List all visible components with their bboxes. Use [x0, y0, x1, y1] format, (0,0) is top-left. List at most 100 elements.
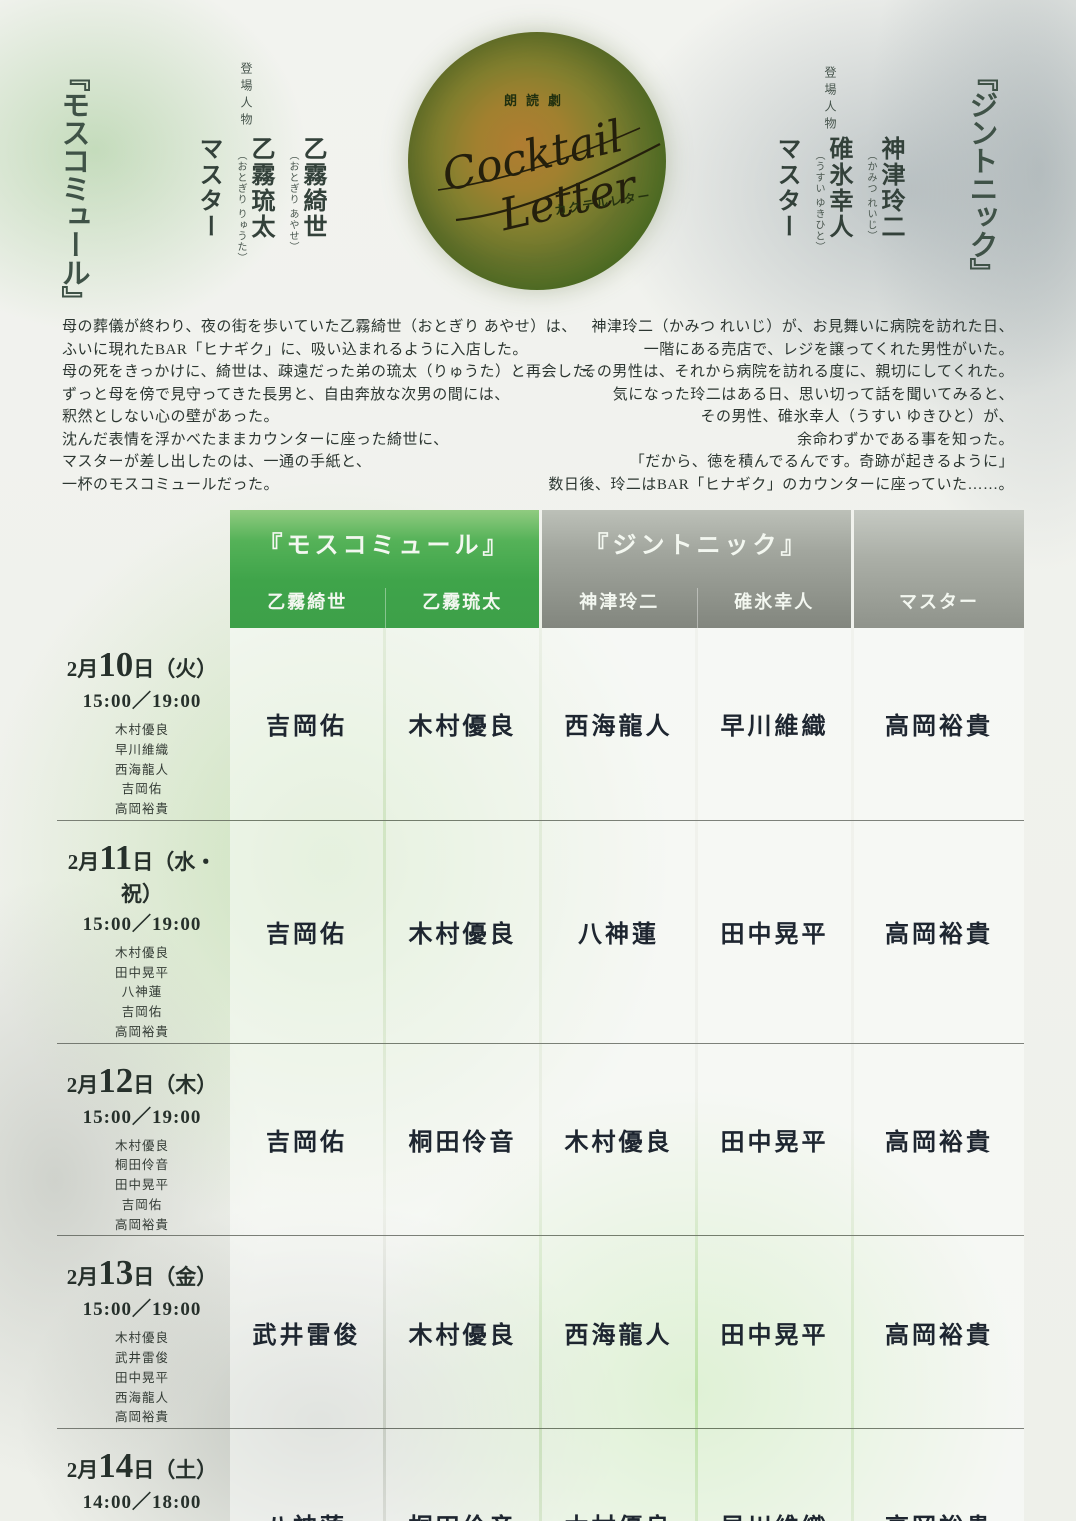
header-group-moscow-mule: 『モスコミュール』 乙霧綺世 乙霧琉太	[230, 510, 539, 628]
character: （おとぎり りゅうた） 乙霧琉太	[233, 136, 273, 264]
column-header: 碓氷幸人	[696, 588, 852, 628]
cocktail-letter-logo: 朗読劇 Cocktail Letter カクテルレター	[408, 32, 666, 290]
text-line: 西海龍人	[114, 762, 169, 777]
text-line: 早川維織	[114, 742, 169, 757]
character-name: 碓氷幸人	[825, 136, 851, 240]
date-cell: 2月10日（火） 15:00／19:00 木村優良 早川維織 西海龍人 吉岡佑 高岡裕貴	[57, 628, 227, 820]
character-reading: （うすい ゆきひと）	[813, 150, 824, 253]
date-cell: 2月13日（金） 15:00／19:00 木村優良 武井雷俊 田中晃平 西海龍人 高岡裕…	[57, 1236, 227, 1428]
schedule-row: 2月10日（火） 15:00／19:00 木村優良 早川維織 西海龍人 吉岡佑 高岡裕貴…	[57, 628, 1024, 821]
character-reading: （おとぎり りゅうた）	[235, 150, 246, 264]
column-header: 乙霧琉太	[384, 588, 540, 628]
date-text: 2月12日（木）	[57, 1061, 227, 1101]
date-text: 2月10日（火）	[57, 645, 227, 685]
text-line: 田中晃平	[114, 965, 169, 980]
cast-cell: 木村優良	[386, 628, 539, 820]
text-line: 八神蓮	[121, 985, 163, 1000]
cast-cell: 高岡裕貴	[854, 1043, 1024, 1236]
text-line: その男性、碓氷幸人（うすい ゆきひと）が、	[700, 409, 1014, 425]
text-line: マスターが差し出したのは、一通の手紙と、	[62, 454, 372, 470]
left-cast-heading: 登場人物	[239, 62, 253, 130]
header-spacer	[57, 510, 227, 628]
date-weekday: 日（土）	[133, 1458, 218, 1482]
text-line: 母の葬儀が終わり、夜の街を歩いていた乙霧綺世（おとぎり あやせ）は、	[62, 319, 577, 335]
character-name: 乙霧綺世	[299, 136, 325, 240]
right-play-title: 『ジントニック』	[965, 62, 997, 286]
text-line: その男性は、それから病院を訪れる度に、親切にしてくれた。	[581, 364, 1014, 380]
text-line: 神津玲二（かみつ れいじ）が、お見舞いに病院を訪れた日、	[591, 319, 1014, 335]
left-play-title: 『モスコミュール』	[57, 62, 89, 314]
schedule-row: 2月13日（金） 15:00／19:00 木村優良 武井雷俊 田中晃平 西海龍人 高岡裕…	[57, 1236, 1024, 1429]
text-line: 西海龍人	[114, 1390, 169, 1405]
cast-cell: 吉岡佑	[230, 820, 383, 1043]
text-line: 気になった玲二はある日、思い切って話を聞いてみると、	[612, 386, 1014, 403]
day-cast-list: 木村優良 桐田伶音 田中晃平 吉岡佑 高岡裕貴	[57, 1137, 227, 1236]
cast-cell: 田中晃平	[698, 1043, 851, 1236]
text-line: 一杯のモスコミュールだった。	[62, 476, 280, 493]
date-weekday: 日（水・祝）	[121, 849, 217, 906]
cast-cell: 早川維織	[698, 1429, 851, 1521]
text-line: 母の死をきっかけに、綺世は、疎遠だった弟の琉太（りゅうた）と再会した。	[62, 364, 604, 380]
genre-label: 朗読劇	[503, 93, 570, 108]
cast-cell: 木村優良	[386, 1236, 539, 1428]
date-month: 2月	[66, 657, 99, 681]
schedule-row: 2月11日（水・祝） 15:00／19:00 木村優良田中晃平八神蓮 吉岡佑 高岡裕…	[57, 820, 1024, 1044]
date-day: 12	[98, 1060, 134, 1100]
date-weekday: 日（金）	[133, 1265, 218, 1290]
cast-cell: 八神蓮	[230, 1429, 383, 1521]
character-reading: （かみつ れいじ）	[865, 150, 876, 242]
schedule-table: 『モスコミュール』 乙霧綺世 乙霧琉太 『ジントニック』 神津玲二 碓氷幸人 マ…	[57, 510, 1024, 1521]
character-reading: （おとぎり あやせ）	[287, 150, 298, 253]
cast-cell: 田中晃平	[698, 1236, 851, 1428]
date-weekday: 日（木）	[133, 1072, 218, 1097]
cast-cell: 木村優良	[386, 820, 539, 1043]
right-synopsis: 神津玲二（かみつ れいじ）が、お見舞いに病院を訪れた日、 一階にある売店で、レジを…	[548, 316, 1014, 496]
cast-cell: 西海龍人	[542, 1236, 695, 1428]
text-line: 武井雷俊	[114, 1351, 169, 1365]
column-header: 乙霧綺世	[267, 592, 348, 612]
text-line: 木村優良	[114, 723, 169, 737]
character-name: マスター	[195, 136, 221, 240]
date-text: 2月11日（水・祝）	[57, 838, 227, 908]
date-text: 2月14日（土）	[57, 1446, 227, 1486]
schedule-row: 2月12日（木） 15:00／19:00 木村優良 桐田伶音 田中晃平 吉岡佑 高岡裕貴…	[57, 1043, 1024, 1237]
schedule-row: 2月14日（土） 14:00／18:00 木村優良桐田伶音早川維織八神蓮高岡裕貴…	[57, 1429, 1024, 1521]
date-day: 13	[98, 1253, 134, 1293]
date-day: 14	[98, 1446, 134, 1485]
date-cell: 2月12日（木） 15:00／19:00 木村優良 桐田伶音 田中晃平 吉岡佑 高岡裕貴	[57, 1044, 227, 1236]
character: （うすい ゆきひと） 碓氷幸人	[811, 136, 851, 253]
date-weekday: 日（火）	[133, 657, 218, 681]
schedule-body: 2月10日（火） 15:00／19:00 木村優良 早川維織 西海龍人 吉岡佑 高岡裕貴…	[57, 628, 1024, 1521]
cast-cell: 高岡裕貴	[854, 820, 1024, 1043]
day-cast-list: 木村優良 武井雷俊 田中晃平 西海龍人 高岡裕貴	[57, 1329, 227, 1428]
text-line: 木村優良	[114, 1138, 169, 1153]
showtimes: 15:00／19:00	[82, 913, 202, 935]
text-line: 沈んだ表情を浮かべたままカウンターに座った綺世に、	[62, 431, 449, 448]
text-line: 田中晃平	[114, 1370, 169, 1385]
group-title: 『ジントニック』	[584, 533, 809, 559]
header-group-master: マスター	[854, 510, 1024, 628]
showtimes: 15:00／19:00	[82, 1106, 202, 1128]
day-cast-list: 木村優良 早川維織 西海龍人 吉岡佑 高岡裕貴	[57, 721, 227, 820]
day-cast-list: 木村優良 田中晃平 八神蓮 吉岡佑 高岡裕貴	[57, 944, 227, 1043]
right-cast-heading: 登場人物	[823, 66, 837, 134]
cast-cell: 桐田伶音	[386, 1043, 539, 1236]
date-month: 2月	[66, 1072, 99, 1097]
text-line: 数日後、玲二はBAR「ヒナギク」のカウンターに座っていた……。	[548, 476, 1014, 493]
character: （おとぎり あやせ） 乙霧綺世	[285, 136, 325, 253]
date-day: 10	[98, 645, 134, 684]
text-line: 高岡裕貴	[114, 802, 169, 816]
character-name: 神津玲二	[877, 136, 903, 240]
character: （かみつ れいじ） 神津玲二	[863, 136, 903, 242]
text-line: 田中晃平	[114, 1178, 169, 1192]
showtimes: 14:00／18:00	[82, 1492, 202, 1513]
cast-cell: 高岡裕貴	[854, 1236, 1024, 1428]
cast-cell: 高岡裕貴	[854, 628, 1024, 820]
text-line: 余命わずかである事を知った。	[797, 431, 1014, 448]
cast-cell: 吉岡佑	[230, 628, 383, 820]
cast-cell: 桐田伶音	[386, 1429, 539, 1521]
date-month: 2月	[66, 1458, 99, 1482]
date-cell: 2月14日（土） 14:00／18:00 木村優良桐田伶音早川維織八神蓮高岡裕貴	[57, 1429, 227, 1521]
text-line: 吉岡佑	[121, 1197, 163, 1212]
